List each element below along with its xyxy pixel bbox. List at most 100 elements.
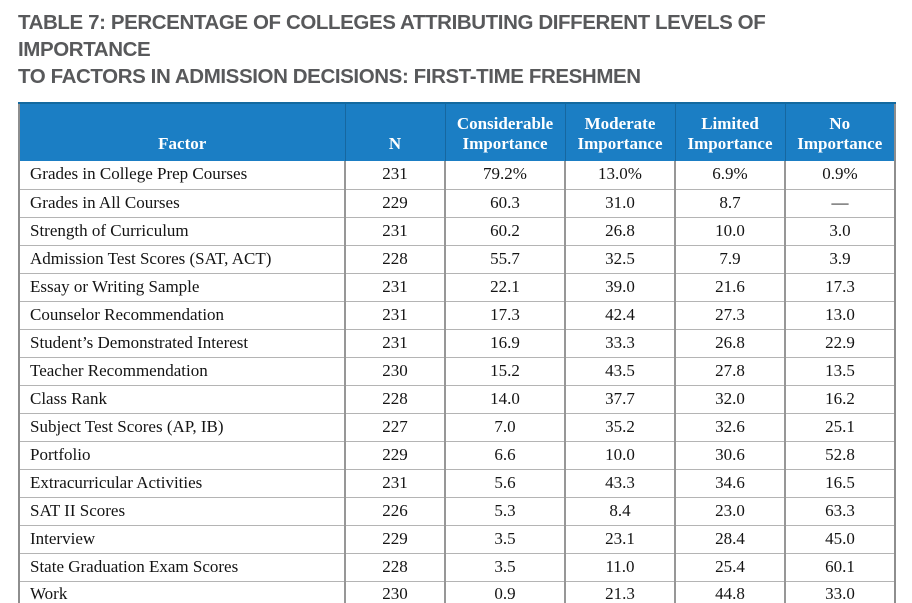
table-row: Counselor Recommendation 231 17.3 42.4 27.3 1… [19, 300, 895, 330]
value-cell: 3.5 [444, 524, 565, 554]
value-cell: 30.6 [674, 440, 785, 470]
value-cell: 16.5 [784, 468, 895, 498]
value-cell: 17.3 [444, 300, 565, 330]
factor-cell: Class Rank [19, 384, 345, 414]
table-row: Subject Test Scores (AP, IB) 227 7.0 35.2 32… [19, 412, 895, 442]
value-cell: 34.6 [674, 468, 785, 498]
value-cell: 23.1 [564, 524, 675, 554]
table-row: Extracurricular Activities 231 5.6 43.3 34.6… [19, 468, 895, 498]
column-header-n: N [344, 102, 445, 162]
value-cell: 231 [344, 272, 445, 302]
value-cell: 228 [344, 244, 445, 274]
value-cell: 231 [344, 328, 445, 358]
value-cell: 22.9 [784, 328, 895, 358]
value-cell: 33.0 [784, 580, 895, 603]
factor-cell: Extracurricular Activities [19, 468, 345, 498]
value-cell: 0.9 [444, 580, 565, 603]
factor-cell: Portfolio [19, 440, 345, 470]
table-row: Essay or Writing Sample 231 22.1 39.0 21.6 17… [19, 272, 895, 302]
value-cell: 16.2 [784, 384, 895, 414]
table-row: Strength of Curriculum 231 60.2 26.8 10.0 3.0 [19, 216, 895, 246]
value-cell: 21.3 [564, 580, 675, 603]
value-cell: 32.0 [674, 384, 785, 414]
value-cell: 5.6 [444, 468, 565, 498]
table-row: Admission Test Scores (SAT, ACT) 228 55.7 3… [19, 244, 895, 274]
value-cell: 10.0 [674, 216, 785, 246]
value-cell: 14.0 [444, 384, 565, 414]
value-cell: 25.1 [784, 412, 895, 442]
column-header-no-importance: No Importance [784, 102, 895, 162]
value-cell: 3.9 [784, 244, 895, 274]
value-cell: 27.8 [674, 356, 785, 386]
value-cell: 230 [344, 580, 445, 603]
value-cell: 13.0 [784, 300, 895, 330]
value-cell: 13.5 [784, 356, 895, 386]
value-cell: 21.6 [674, 272, 785, 302]
factor-cell: Subject Test Scores (AP, IB) [19, 412, 345, 442]
value-cell: 23.0 [674, 496, 785, 526]
factor-cell: Strength of Curriculum [19, 216, 345, 246]
value-cell: 228 [344, 384, 445, 414]
table-title-line-2: TO FACTORS IN ADMISSION DECISIONS: FIRST… [18, 65, 641, 89]
value-cell: 35.2 [564, 412, 675, 442]
value-cell: 22.1 [444, 272, 565, 302]
table-row: State Graduation Exam Scores 228 3.5 11.0 25… [19, 552, 895, 582]
value-cell: 28.4 [674, 524, 785, 554]
value-cell: 37.7 [564, 384, 675, 414]
value-cell: 17.3 [784, 272, 895, 302]
value-cell: 33.3 [564, 328, 675, 358]
value-cell: 8.7 [674, 188, 785, 218]
column-header-factor: Factor [19, 102, 345, 162]
value-cell: 52.8 [784, 440, 895, 470]
table-header: Factor N Considerable Importance Moderat… [19, 102, 895, 162]
value-cell: 3.5 [444, 552, 565, 582]
factor-cell: Grades in All Courses [19, 188, 345, 218]
value-cell: 32.6 [674, 412, 785, 442]
table-row: Portfolio 229 6.6 10.0 30.6 52.8 [19, 440, 895, 470]
value-cell: 229 [344, 188, 445, 218]
table-header-row: Factor N Considerable Importance Moderat… [19, 102, 895, 162]
table-row: Interview 229 3.5 23.1 28.4 45.0 [19, 524, 895, 554]
value-cell: 26.8 [674, 328, 785, 358]
factor-cell: Teacher Recommendation [19, 356, 345, 386]
value-cell: 231 [344, 300, 445, 330]
value-cell: 8.4 [564, 496, 675, 526]
factor-cell: State Graduation Exam Scores [19, 552, 345, 582]
table-body: Grades in College Prep Courses 231 79.2% 13… [19, 161, 895, 603]
table-row: Student’s Demonstrated Interest 231 16.9 33… [19, 328, 895, 358]
factor-cell: Interview [19, 524, 345, 554]
table-row: SAT II Scores 226 5.3 8.4 23.0 63.3 [19, 496, 895, 526]
value-cell: 60.1 [784, 552, 895, 582]
value-cell: 7.9 [674, 244, 785, 274]
value-cell: 55.7 [444, 244, 565, 274]
value-cell: 43.3 [564, 468, 675, 498]
value-cell: 25.4 [674, 552, 785, 582]
value-cell: 0.9% [784, 161, 895, 190]
value-cell: 60.2 [444, 216, 565, 246]
column-header-limited-importance: Limited Importance [674, 102, 785, 162]
value-cell: 3.0 [784, 216, 895, 246]
factor-cell: Counselor Recommendation [19, 300, 345, 330]
value-cell: 228 [344, 552, 445, 582]
table-title: TABLE 7: PERCENTAGE OF COLLEGES ATTRIBUT… [18, 9, 894, 90]
value-cell: 6.6 [444, 440, 565, 470]
value-cell: 16.9 [444, 328, 565, 358]
value-cell: 229 [344, 440, 445, 470]
value-cell: 32.5 [564, 244, 675, 274]
value-cell: 6.9% [674, 161, 785, 190]
value-cell: 5.3 [444, 496, 565, 526]
value-cell: 10.0 [564, 440, 675, 470]
table-row: Class Rank 228 14.0 37.7 32.0 16.2 [19, 384, 895, 414]
factor-cell: Grades in College Prep Courses [30, 164, 248, 184]
factor-cell: Work [19, 580, 345, 603]
value-cell: 42.4 [564, 300, 675, 330]
value-cell: 231 [344, 468, 445, 498]
table-row: Teacher Recommendation 230 15.2 43.5 27.8 13.… [19, 356, 895, 386]
value-cell: 11.0 [564, 552, 675, 582]
table-row: Grades in College Prep Courses 231 79.2% 13… [19, 161, 895, 190]
value-cell: 226 [344, 496, 445, 526]
value-cell: 39.0 [564, 272, 675, 302]
factor-cell: Admission Test Scores (SAT, ACT) [19, 244, 345, 274]
value-cell: 60.3 [444, 188, 565, 218]
